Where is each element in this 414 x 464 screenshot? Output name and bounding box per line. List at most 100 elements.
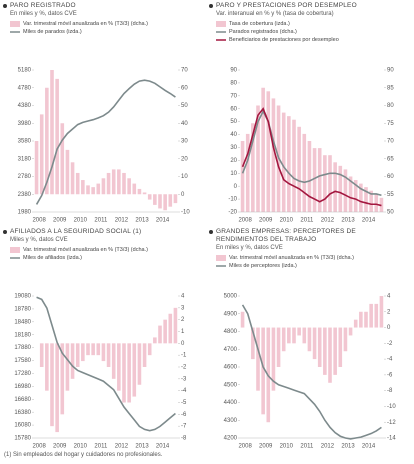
bar <box>312 148 317 212</box>
bar <box>50 70 54 195</box>
bar <box>317 148 322 212</box>
y2-tick-label: 50 <box>181 103 188 109</box>
y2-tick-label: -6 <box>387 372 393 378</box>
legend-swatch <box>10 247 20 253</box>
x-tick-label: 2011 <box>300 218 314 224</box>
y2-tick-label: 4 <box>387 294 391 300</box>
y-tick-label: 3980 <box>18 121 32 127</box>
y-tick-label: 18780 <box>14 306 31 312</box>
legend-swatch <box>216 21 226 27</box>
chart-title: GRANDES EMPRESAS: PERCEPTORES DE RENDIMI… <box>208 228 366 244</box>
bar <box>251 123 255 212</box>
y-tick-label: 50 <box>230 119 237 125</box>
bar <box>374 194 379 212</box>
y-tick-label: 3580 <box>18 139 32 145</box>
x-tick-label: 2008 <box>238 444 252 450</box>
bar <box>137 188 142 195</box>
y2-tick-label: 65 <box>387 156 394 162</box>
bar <box>359 183 363 212</box>
bar <box>91 187 95 195</box>
y-tick-label: 18180 <box>14 332 31 338</box>
bar <box>127 178 131 195</box>
bar <box>245 133 250 212</box>
y2-tick-label: 0 <box>181 192 185 198</box>
bar <box>60 123 65 195</box>
bar <box>70 162 75 195</box>
bar <box>281 112 286 212</box>
legend-swatch-bar <box>10 247 20 253</box>
bar <box>86 343 90 356</box>
y-tick-label: -10 <box>228 197 237 203</box>
y2-tick-label: 4 <box>181 294 185 300</box>
y-tick-label: 70 <box>230 93 237 99</box>
y2-tick-label: 70 <box>387 139 394 145</box>
panel: PARO Y PRESTACIONES POR DESEMPLEO Var. i… <box>208 2 413 226</box>
y-tick-label: 30 <box>230 145 237 151</box>
y-tick-label: 3180 <box>18 156 32 162</box>
x-tick-label: 2012 <box>321 218 335 224</box>
bar <box>65 343 70 391</box>
bar <box>132 343 137 397</box>
y2-tick-label: 70 <box>181 68 188 74</box>
bar <box>353 319 358 328</box>
y-tick-label: 1980 <box>18 210 32 216</box>
legend-item: Miles de afiliados (izda.) <box>10 254 207 262</box>
bar <box>333 327 337 375</box>
x-tick-label: 2014 <box>362 444 376 450</box>
line <box>241 304 382 440</box>
bar <box>106 172 111 195</box>
x-tick-label: 2009 <box>259 444 273 450</box>
bar <box>348 176 353 212</box>
bar <box>122 343 126 403</box>
bar <box>39 114 44 195</box>
bar <box>343 327 348 352</box>
y2-tick-label: 40 <box>181 121 188 127</box>
chart: 1980 2380 2780 3180 3580 3980 4380 4780 5180 -10 0… <box>18 68 191 224</box>
bar <box>317 327 322 367</box>
y2-tick-label: 60 <box>387 174 394 180</box>
y-tick-label: 20 <box>230 158 237 164</box>
legend-swatch <box>216 265 226 267</box>
y2-tick-label: -2 <box>181 365 187 371</box>
bar <box>39 343 44 367</box>
legend-label: Beneficiarios de prestaciones por desemp… <box>229 37 339 43</box>
bar <box>127 343 131 403</box>
chart-title: PARO Y PRESTACIONES POR DESEMPLEO <box>208 2 366 10</box>
chart: -20 -10 0 10 20 30 40 50 60 70 80 90 50 55 60 65 70 75 80 8… <box>228 68 394 224</box>
y2-tick-label: -12 <box>387 420 396 426</box>
bar <box>163 194 167 211</box>
bar <box>353 180 358 212</box>
bar <box>328 327 332 383</box>
bar <box>302 327 307 344</box>
bar <box>147 194 152 200</box>
y2-tick-label: -10 <box>387 404 396 410</box>
y-tick-label: 60 <box>230 106 237 112</box>
y-tick-label: 4800 <box>224 329 238 335</box>
y-tick-label: 4900 <box>224 311 238 317</box>
bar <box>266 91 271 212</box>
bar <box>271 98 276 212</box>
bar <box>343 169 348 212</box>
bar <box>55 78 59 195</box>
y2-tick-label: 10 <box>181 174 188 180</box>
y-tick-label: 18480 <box>14 319 31 325</box>
panel: AFILIADOS A LA SEGURIDAD SOCIAL (1) Mile… <box>2 228 207 452</box>
y2-tick-label: -3 <box>181 376 187 382</box>
y-tick-label: 4400 <box>224 400 238 406</box>
bar <box>297 126 301 212</box>
y-tick-label: 0 <box>234 184 238 190</box>
y2-tick-label: 30 <box>181 139 188 145</box>
legend: Var. trimestral móvil anualizada en % (T… <box>2 246 207 262</box>
bar <box>96 183 101 195</box>
y-tick-label: 40 <box>230 132 237 138</box>
y2-tick-label: -7 <box>181 424 187 430</box>
legend-swatch-bar <box>216 255 226 261</box>
legend-item: Parados registrados (dcha.) <box>216 28 413 36</box>
bar <box>307 327 312 352</box>
y-tick-label: 4700 <box>224 347 238 353</box>
chart-subtitle: Var. interanual en % y % (tasa de cobert… <box>216 11 334 17</box>
x-tick-label: 2014 <box>362 218 376 224</box>
y-tick-label: 16080 <box>14 423 31 429</box>
x-tick-label: 2008 <box>32 218 46 224</box>
y2-tick-label: -2 <box>387 341 393 347</box>
